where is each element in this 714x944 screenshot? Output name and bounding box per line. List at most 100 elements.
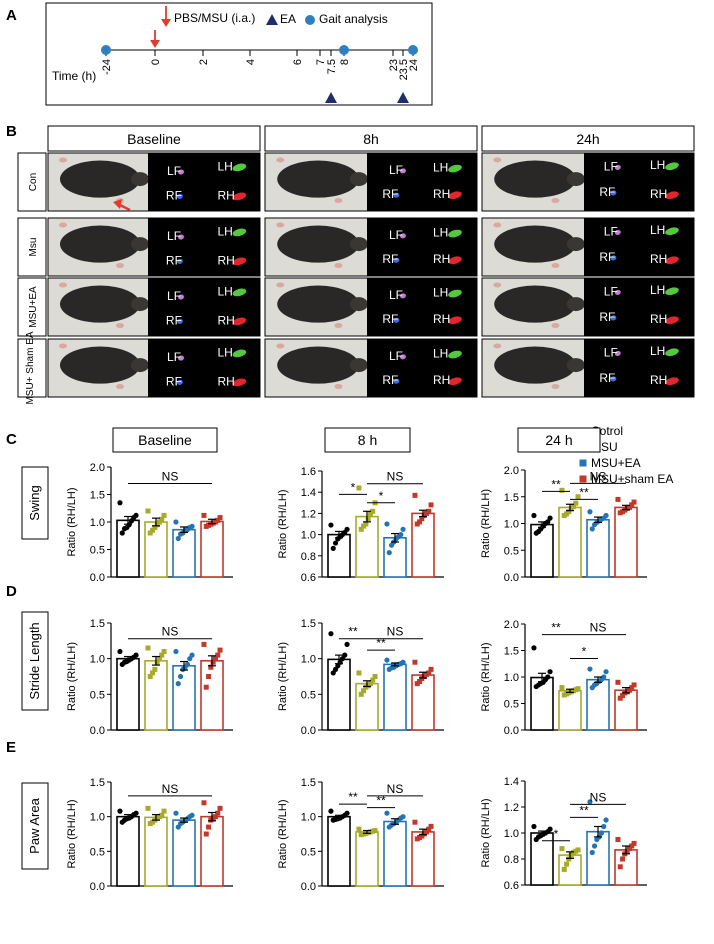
y-tick-label: 0.8 — [504, 854, 519, 866]
paw-label-rh: RH — [433, 373, 450, 387]
bar — [144, 521, 168, 578]
paw-label-rf: RF — [599, 371, 615, 385]
paw-print-rh — [665, 191, 679, 200]
timeline-tick-label: 7.5 — [326, 59, 338, 74]
paw-label-lf: LF — [389, 288, 403, 302]
paw-label-rh: RH — [650, 373, 667, 387]
mouse-paw — [116, 263, 124, 269]
significance-label: NS — [387, 625, 404, 639]
paw-label-lh: LH — [217, 159, 232, 173]
y-axis-label: Ratio (RH/LH) — [480, 642, 492, 711]
significance-label: * — [582, 644, 587, 658]
y-tick-label: 1.5 — [504, 646, 519, 658]
paw-print-rf — [393, 192, 400, 198]
y-tick-label: 0.0 — [504, 572, 519, 584]
paw-print-lh — [448, 229, 462, 238]
bar — [144, 816, 168, 887]
significance-label: NS — [162, 782, 179, 796]
y-tick-label: 1.4 — [301, 487, 316, 499]
paw-print-lf — [614, 229, 621, 235]
imaging-cell-frame — [264, 277, 478, 337]
imaging-cell-frame — [481, 277, 695, 337]
data-point — [173, 519, 179, 525]
mouse-head — [131, 358, 149, 373]
bar — [383, 663, 407, 731]
data-point — [547, 669, 553, 675]
data-point — [203, 523, 209, 529]
y-axis-label: Ratio (RH/LH) — [480, 489, 492, 558]
timeline-tick-label: 4 — [245, 59, 257, 65]
row-labels: Swing Stride Length Paw Area — [21, 466, 49, 870]
bar — [327, 815, 351, 887]
bar — [116, 657, 140, 731]
paw-print-lf — [178, 169, 185, 175]
significance-label: ** — [376, 794, 386, 808]
paw-print-rf — [610, 315, 617, 321]
paw-print-rh — [665, 316, 679, 325]
data-point — [587, 509, 593, 515]
data-point — [156, 519, 162, 525]
data-point — [414, 521, 420, 527]
data-point — [356, 485, 362, 491]
mouse-paw — [276, 343, 285, 349]
data-point — [156, 656, 162, 662]
mouse-head — [349, 172, 368, 187]
paw-label-rf: RF — [382, 252, 398, 266]
mouse-head — [566, 297, 585, 312]
imaging-cell-frame — [264, 152, 478, 212]
data-point — [117, 500, 123, 506]
data-point — [384, 657, 390, 663]
y-tick-label: 0.6 — [504, 880, 519, 892]
paw-label-lf: LF — [389, 163, 403, 177]
data-point — [154, 659, 160, 665]
paw-label-rf: RF — [166, 374, 182, 388]
column-header-box — [264, 125, 478, 152]
column-header-box — [481, 125, 695, 152]
panel-letter-a: A — [6, 7, 17, 24]
data-point — [161, 512, 167, 518]
data-point — [589, 849, 595, 856]
significance-label: ** — [348, 790, 358, 804]
data-point — [328, 522, 334, 528]
paw-label-lf: LF — [604, 284, 618, 298]
paw-print-rf — [176, 379, 183, 385]
data-point — [603, 669, 609, 675]
paw-label-lf: LF — [604, 345, 618, 359]
data-point — [426, 826, 432, 832]
data-point — [533, 530, 539, 536]
mouse-body — [494, 346, 576, 384]
bar — [200, 660, 224, 731]
timeline-tick-label: 8 — [339, 59, 351, 65]
paw-label-rf: RF — [382, 373, 398, 387]
data-point — [332, 540, 339, 546]
y-tick-label: 1.0 — [504, 672, 519, 684]
data-point — [561, 692, 567, 698]
row-label: MSU+EA — [28, 286, 39, 328]
y-axis-label: Ratio (RH/LH) — [277, 489, 289, 558]
row-label-box — [17, 277, 47, 337]
y-tick-label: 0.5 — [90, 846, 105, 858]
data-point — [173, 810, 179, 816]
legend-marker — [579, 459, 587, 467]
paw-print-panel — [367, 218, 477, 276]
data-point — [566, 856, 572, 862]
mouse-paw — [493, 282, 502, 288]
mouse-paw — [551, 263, 560, 269]
paw-print-lh — [665, 287, 679, 296]
row-label-box — [17, 217, 47, 277]
ea-legend-label: EA — [280, 12, 296, 26]
paw-label-lf: LF — [604, 159, 618, 173]
data-point — [361, 523, 367, 529]
data-point — [629, 843, 635, 849]
significance-label: ** — [376, 636, 386, 650]
paw-print-lh — [232, 349, 247, 358]
injection-legend-arrowhead — [161, 19, 171, 27]
paw-label-lf: LF — [604, 224, 618, 238]
data-point — [119, 819, 125, 825]
data-point — [624, 848, 630, 854]
data-point — [631, 840, 637, 846]
data-point — [367, 510, 373, 516]
mouse-paw — [551, 198, 560, 204]
